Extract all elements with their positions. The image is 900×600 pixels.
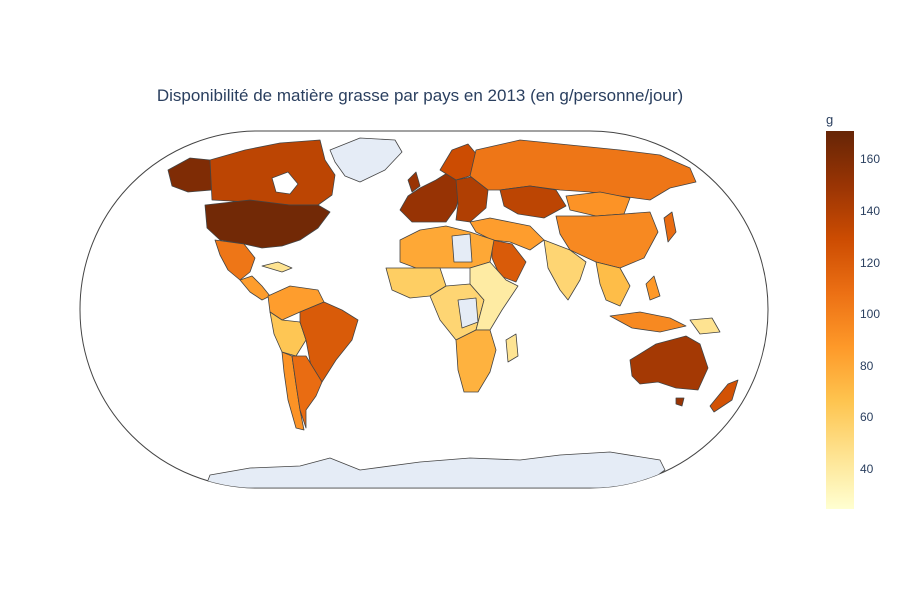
region[interactable] <box>469 261 519 331</box>
region[interactable] <box>204 199 331 249</box>
region[interactable] <box>543 239 587 301</box>
region[interactable] <box>299 301 359 383</box>
tasmania[interactable] <box>675 397 685 407</box>
region[interactable] <box>505 333 519 363</box>
region[interactable] <box>555 211 659 269</box>
png[interactable] <box>689 317 721 335</box>
region[interactable] <box>269 311 307 357</box>
colorbar-tick: 40 <box>860 462 874 476</box>
somalia-nodata[interactable] <box>457 297 479 329</box>
colorbar <box>826 131 854 509</box>
region[interactable] <box>629 335 709 391</box>
colorbar-tick: 120 <box>860 256 881 270</box>
region[interactable] <box>709 379 739 413</box>
region[interactable] <box>455 329 497 393</box>
region[interactable] <box>663 211 677 243</box>
caribbean[interactable] <box>261 261 293 273</box>
libya-egypt-nodata[interactable] <box>451 233 473 263</box>
region[interactable] <box>214 239 256 281</box>
region[interactable] <box>469 217 545 251</box>
chart-title: Disponibilité de matière grasse par pays… <box>156 86 684 105</box>
region[interactable] <box>609 311 687 333</box>
colorbar-tick: 100 <box>860 307 881 321</box>
region[interactable] <box>291 355 323 429</box>
region[interactable] <box>491 239 527 283</box>
uk[interactable] <box>407 171 421 193</box>
greenland[interactable] <box>329 137 403 183</box>
region[interactable] <box>499 185 567 219</box>
philippines[interactable] <box>645 275 661 301</box>
colorbar-tick: 160 <box>860 152 881 166</box>
region[interactable] <box>595 261 631 307</box>
colorbar-tick: 60 <box>860 410 874 424</box>
colorbar-title: g <box>826 112 834 127</box>
colorbar-tick: 80 <box>860 359 874 373</box>
colorbar-tick: 140 <box>860 204 881 218</box>
hudson-bay <box>271 171 299 195</box>
